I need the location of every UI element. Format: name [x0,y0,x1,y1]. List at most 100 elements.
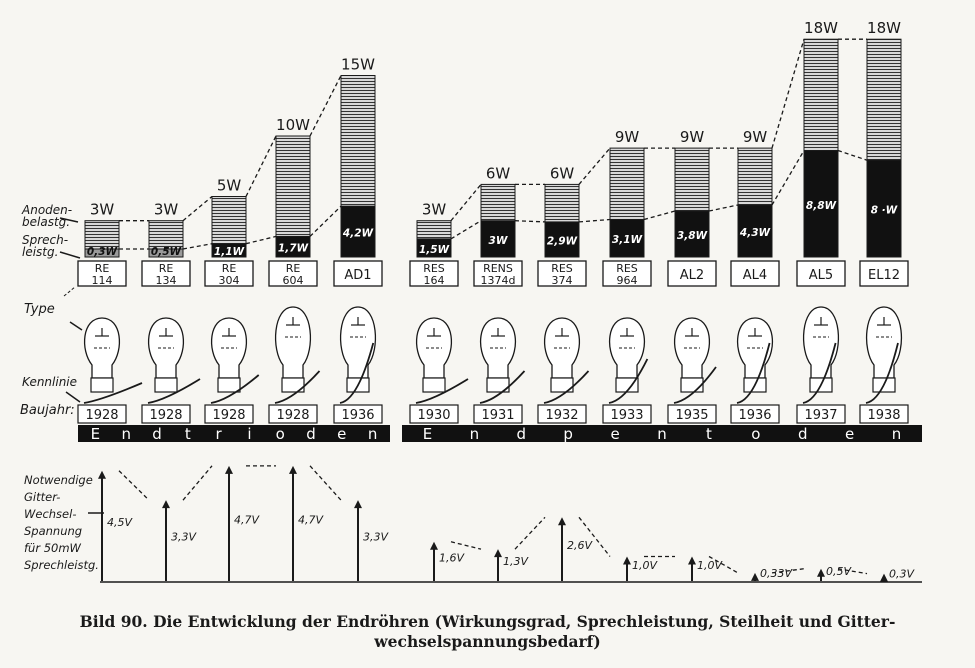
arrow-head-icon [623,556,631,565]
speech-power-bar [674,210,710,258]
speech-power-bar [544,221,580,258]
arrow-head-icon [880,573,888,582]
tube-column-al4 [730,147,780,581]
voltage-row-label: Wechsel- [24,507,76,521]
characteristic-curve-icon [339,342,375,404]
year-box [473,404,523,424]
voltage-label: 3,3V [171,531,197,544]
type-label: AL2 [680,268,704,283]
characteristic-curve-icon [274,370,321,404]
speech-power-bar [275,235,311,258]
voltage-row-label: für 50mW [24,541,82,555]
type-box [473,260,523,287]
anode-trend-line [578,147,611,185]
anode-row-label: Anoden- [21,203,72,217]
arrow-head-icon [817,568,825,577]
year-box [537,404,587,424]
arrow-head-icon [354,500,362,509]
arrow-head-icon [558,517,566,526]
tube-drawing [210,317,260,404]
tube-drawing [274,306,321,404]
year-box [796,404,846,424]
tube-column-re114 [77,220,143,581]
voltage-label: 1,0V [632,559,658,572]
speech-power-label: 4,3W [739,227,771,239]
anode-load-label: 18W [804,19,838,37]
tube-column-al5 [796,38,846,581]
voltage-label: 0,3V [889,567,915,580]
type-label-line: RE [95,262,110,275]
speech-power-label: 1,7W [278,243,309,255]
speech-trend-line [309,205,342,237]
year-label: 1936 [738,408,771,423]
speech-power-bar [609,218,645,258]
tube-column-res374 [537,183,590,581]
anode-load-label: 3W [422,201,447,219]
tube-base-icon [154,377,178,393]
speech-row-label: leistg. [22,245,58,259]
anode-load-label: 6W [486,164,511,182]
type-box [141,260,191,287]
characteristic-curve-icon [802,342,837,404]
voltage-trend-line [514,516,546,550]
characteristic-curve-icon [415,378,469,404]
voltage-trend-line [837,568,868,575]
tube-drawing [339,306,377,404]
type-box [796,260,846,287]
arrow-head-icon [162,500,170,509]
speech-trend-line [708,204,739,212]
type-label-line: RE [286,262,301,275]
anode-load-label: 18W [867,19,901,37]
speech-trend-line [450,220,482,240]
pointer-arrow-icon [69,321,83,331]
speech-power-bar [480,220,516,258]
year-label: 1928 [85,408,118,423]
type-box [77,260,127,287]
tube-base-icon [550,377,574,393]
anode-trend-line [245,135,277,197]
speech-trend-line [245,235,277,245]
voltage-label: 1,3V [503,555,529,568]
speech-power-label: 2,9W [547,235,578,247]
band-label-endpentoden: e [845,425,854,443]
year-box [602,404,652,424]
year-box [204,404,254,424]
kennlinie-row-label: Kennlinie [22,375,77,389]
band-label-endtrioden: i [247,425,251,443]
speech-trend-line [514,220,546,223]
anode-trend-line [450,183,482,222]
anode-load-label: 9W [680,128,705,146]
anode-load-label: 10W [276,116,310,134]
tube-bulb-icon [802,306,840,379]
speech-power-label: 3,1W [612,234,643,246]
caption-line-2: wechselspannungsbedarf) [374,632,601,651]
anode-load-label: 9W [615,128,640,146]
band-label-endtrioden: e [337,425,346,443]
speech-power-bar [148,248,184,258]
characteristic-curve-icon [608,358,649,404]
year-box [141,404,191,424]
anode-load-label: 6W [550,164,575,182]
characteristic-curve-icon [865,342,899,404]
type-box [859,260,909,287]
anode-load-label: 3W [90,201,115,219]
year-label: 1928 [276,408,309,423]
arrow-head-icon [494,549,502,558]
year-label: 1928 [149,408,182,423]
voltage-label: 4,7V [298,513,324,526]
band-label-endtrioden: d [152,425,162,443]
anode-load-label: 15W [341,56,375,74]
figure-caption: Bild 90. Die Entwicklung der Endröhren (… [20,612,955,652]
type-label-line: RES [423,262,445,275]
band-label-endtrioden: r [216,425,223,443]
voltage-label: 1,0V [697,559,723,572]
voltage-label: 4,7V [234,513,260,526]
year-box [268,404,318,424]
speech-trend-line [771,150,805,206]
tube-column-re604 [268,135,321,581]
arrow-head-icon [430,541,438,550]
band-label-endtrioden: t [185,425,191,443]
band-label-endtrioden: d [306,425,316,443]
band-label-endtrioden: o [276,425,285,443]
tube-base-icon [680,377,704,393]
